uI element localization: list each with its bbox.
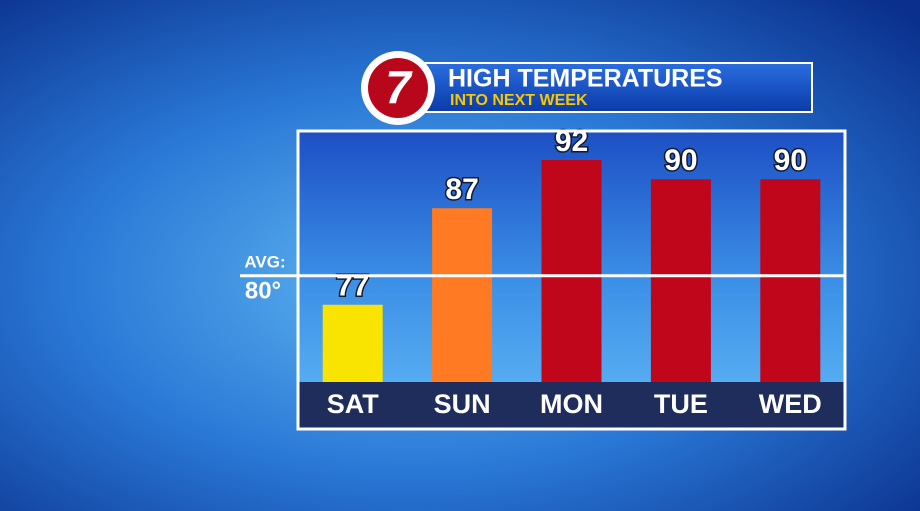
chart-subtitle: INTO NEXT WEEK	[450, 92, 588, 109]
x-tick-label: MON	[540, 389, 603, 419]
chart-title: HIGH TEMPERATURES	[448, 65, 723, 93]
value-label: 90	[774, 144, 807, 177]
x-tick-label: SUN	[434, 389, 491, 419]
plot-border	[296, 129, 847, 431]
average-title: AVG:	[244, 252, 285, 271]
bar	[760, 179, 821, 382]
x-tick-label: TUE	[654, 389, 708, 419]
value-label: 90	[664, 144, 697, 177]
x-tick-label: WED	[759, 389, 822, 419]
category-band	[298, 382, 845, 429]
logo-disc	[368, 58, 428, 118]
bar	[322, 304, 383, 382]
bar	[432, 208, 493, 382]
average-label: 80°	[245, 277, 281, 304]
value-label: 87	[445, 173, 478, 206]
title-banner	[419, 62, 813, 113]
x-tick-label: SAT	[327, 389, 380, 419]
bar	[650, 179, 711, 382]
bar	[541, 159, 602, 382]
logo: 7	[385, 61, 413, 113]
